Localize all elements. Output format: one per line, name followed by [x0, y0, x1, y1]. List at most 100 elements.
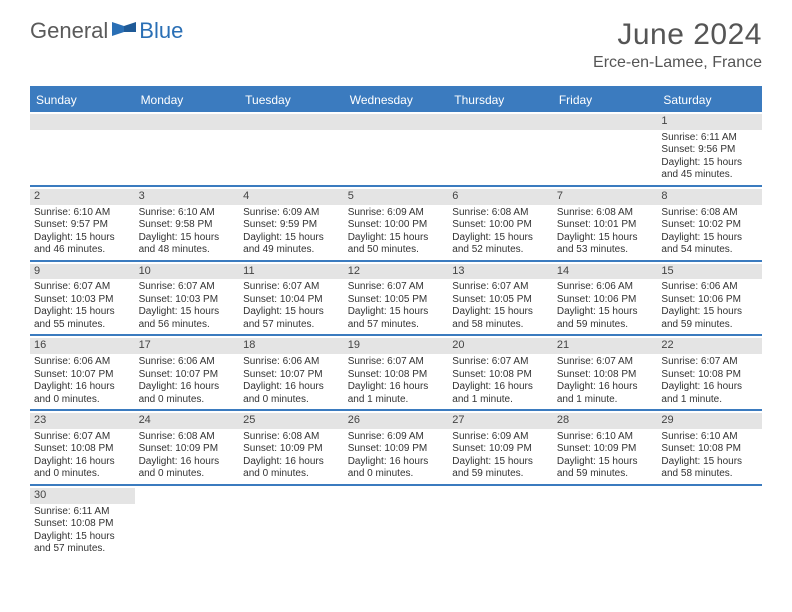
- day-number: 25: [239, 413, 344, 429]
- daylight-line: Daylight: 15 hours and 59 minutes.: [557, 306, 654, 331]
- daylight-line: Daylight: 15 hours and 59 minutes.: [661, 306, 758, 331]
- sunrise-line: Sunrise: 6:11 AM: [661, 132, 758, 145]
- calendar-grid: 1Sunrise: 6:11 AMSunset: 9:56 PMDaylight…: [30, 112, 762, 560]
- daylight-line: Daylight: 15 hours and 57 minutes.: [243, 306, 340, 331]
- daylight-line: Daylight: 15 hours and 50 minutes.: [348, 232, 445, 257]
- calendar-cell: [344, 486, 449, 560]
- calendar-cell: 1Sunrise: 6:11 AMSunset: 9:56 PMDaylight…: [657, 112, 762, 187]
- logo: General Blue: [30, 18, 183, 44]
- weekday-header: Tuesday: [239, 88, 344, 112]
- day-number: 11: [239, 264, 344, 280]
- blank-day-strip: [448, 114, 553, 130]
- sunrise-line: Sunrise: 6:09 AM: [452, 431, 549, 444]
- daylight-line: Daylight: 16 hours and 0 minutes.: [243, 456, 340, 481]
- calendar-cell: 19Sunrise: 6:07 AMSunset: 10:08 PMDaylig…: [344, 336, 449, 411]
- sunrise-line: Sunrise: 6:06 AM: [557, 281, 654, 294]
- sunset-line: Sunset: 10:04 PM: [243, 294, 340, 307]
- daylight-line: Daylight: 15 hours and 55 minutes.: [34, 306, 131, 331]
- sunset-line: Sunset: 10:09 PM: [557, 443, 654, 456]
- calendar-cell: 8Sunrise: 6:08 AMSunset: 10:02 PMDayligh…: [657, 187, 762, 262]
- calendar: SundayMondayTuesdayWednesdayThursdayFrid…: [30, 86, 762, 560]
- blank-day-strip: [553, 114, 658, 130]
- day-number: 12: [344, 264, 449, 280]
- sunrise-line: Sunrise: 6:08 AM: [139, 431, 236, 444]
- day-number: 2: [30, 189, 135, 205]
- location: Erce-en-Lamee, France: [593, 54, 762, 72]
- day-number: 29: [657, 413, 762, 429]
- title-block: June 2024 Erce-en-Lamee, France: [593, 18, 762, 72]
- calendar-cell: 6Sunrise: 6:08 AMSunset: 10:00 PMDayligh…: [448, 187, 553, 262]
- daylight-line: Daylight: 16 hours and 0 minutes.: [243, 381, 340, 406]
- calendar-cell: [135, 112, 240, 187]
- sunset-line: Sunset: 10:08 PM: [661, 369, 758, 382]
- blank-day-strip: [239, 114, 344, 130]
- calendar-cell: 5Sunrise: 6:09 AMSunset: 10:00 PMDayligh…: [344, 187, 449, 262]
- sunrise-line: Sunrise: 6:07 AM: [34, 281, 131, 294]
- sunrise-line: Sunrise: 6:07 AM: [243, 281, 340, 294]
- calendar-cell: 10Sunrise: 6:07 AMSunset: 10:03 PMDaylig…: [135, 262, 240, 337]
- sunrise-line: Sunrise: 6:06 AM: [661, 281, 758, 294]
- calendar-cell: [239, 112, 344, 187]
- sunrise-line: Sunrise: 6:11 AM: [34, 506, 131, 519]
- day-number: 30: [30, 488, 135, 504]
- daylight-line: Daylight: 15 hours and 58 minutes.: [452, 306, 549, 331]
- sunset-line: Sunset: 9:59 PM: [243, 219, 340, 232]
- month-title: June 2024: [593, 18, 762, 52]
- daylight-line: Daylight: 15 hours and 52 minutes.: [452, 232, 549, 257]
- sunrise-line: Sunrise: 6:07 AM: [661, 356, 758, 369]
- daylight-line: Daylight: 16 hours and 1 minute.: [348, 381, 445, 406]
- daylight-line: Daylight: 16 hours and 1 minute.: [661, 381, 758, 406]
- day-number: 8: [657, 189, 762, 205]
- sunrise-line: Sunrise: 6:08 AM: [452, 207, 549, 220]
- blank-day-strip: [344, 114, 449, 130]
- calendar-cell: [448, 486, 553, 560]
- day-number: 3: [135, 189, 240, 205]
- sunrise-line: Sunrise: 6:07 AM: [452, 356, 549, 369]
- calendar-cell: 2Sunrise: 6:10 AMSunset: 9:57 PMDaylight…: [30, 187, 135, 262]
- sunset-line: Sunset: 10:00 PM: [348, 219, 445, 232]
- day-number: 14: [553, 264, 658, 280]
- sunrise-line: Sunrise: 6:06 AM: [34, 356, 131, 369]
- day-number: 10: [135, 264, 240, 280]
- calendar-cell: [30, 112, 135, 187]
- sunrise-line: Sunrise: 6:08 AM: [243, 431, 340, 444]
- sunrise-line: Sunrise: 6:10 AM: [557, 431, 654, 444]
- daylight-line: Daylight: 16 hours and 1 minute.: [557, 381, 654, 406]
- weekday-header: Friday: [553, 88, 658, 112]
- sunset-line: Sunset: 10:03 PM: [139, 294, 236, 307]
- sunset-line: Sunset: 10:06 PM: [557, 294, 654, 307]
- blank-day-strip: [135, 114, 240, 130]
- sunrise-line: Sunrise: 6:07 AM: [557, 356, 654, 369]
- calendar-cell: 14Sunrise: 6:06 AMSunset: 10:06 PMDaylig…: [553, 262, 658, 337]
- weekday-header: Sunday: [30, 88, 135, 112]
- day-number: 9: [30, 264, 135, 280]
- calendar-cell: 25 Sunrise: 6:08 AMSunset: 10:09 PMDaylig…: [239, 411, 344, 486]
- sunset-line: Sunset: 10:08 PM: [34, 443, 131, 456]
- daylight-line: Daylight: 15 hours and 48 minutes.: [139, 232, 236, 257]
- sunrise-line: Sunrise: 6:08 AM: [661, 207, 758, 220]
- daylight-line: Daylight: 16 hours and 1 minute.: [452, 381, 549, 406]
- calendar-cell: [135, 486, 240, 560]
- day-number: 17: [135, 338, 240, 354]
- calendar-cell: [657, 486, 762, 560]
- day-number: 20: [448, 338, 553, 354]
- day-number: 15: [657, 264, 762, 280]
- sunrise-line: Sunrise: 6:09 AM: [348, 431, 445, 444]
- logo-word1: General: [30, 18, 108, 44]
- sunset-line: Sunset: 10:09 PM: [243, 443, 340, 456]
- weekday-header: Monday: [135, 88, 240, 112]
- calendar-cell: [448, 112, 553, 187]
- sunrise-line: Sunrise: 6:06 AM: [243, 356, 340, 369]
- sunrise-line: Sunrise: 6:10 AM: [139, 207, 236, 220]
- calendar-cell: 13Sunrise: 6:07 AMSunset: 10:05 PMDaylig…: [448, 262, 553, 337]
- day-number: 5: [344, 189, 449, 205]
- daylight-line: Daylight: 15 hours and 54 minutes.: [661, 232, 758, 257]
- daylight-line: Daylight: 16 hours and 0 minutes.: [34, 456, 131, 481]
- calendar-cell: 7Sunrise: 6:08 AMSunset: 10:01 PMDayligh…: [553, 187, 658, 262]
- calendar-cell: 22Sunrise: 6:07 AMSunset: 10:08 PMDaylig…: [657, 336, 762, 411]
- day-number: 28: [553, 413, 658, 429]
- calendar-cell: 24Sunrise: 6:08 AMSunset: 10:09 PMDaylig…: [135, 411, 240, 486]
- daylight-line: Daylight: 15 hours and 53 minutes.: [557, 232, 654, 257]
- sunset-line: Sunset: 10:08 PM: [452, 369, 549, 382]
- sunset-line: Sunset: 10:03 PM: [34, 294, 131, 307]
